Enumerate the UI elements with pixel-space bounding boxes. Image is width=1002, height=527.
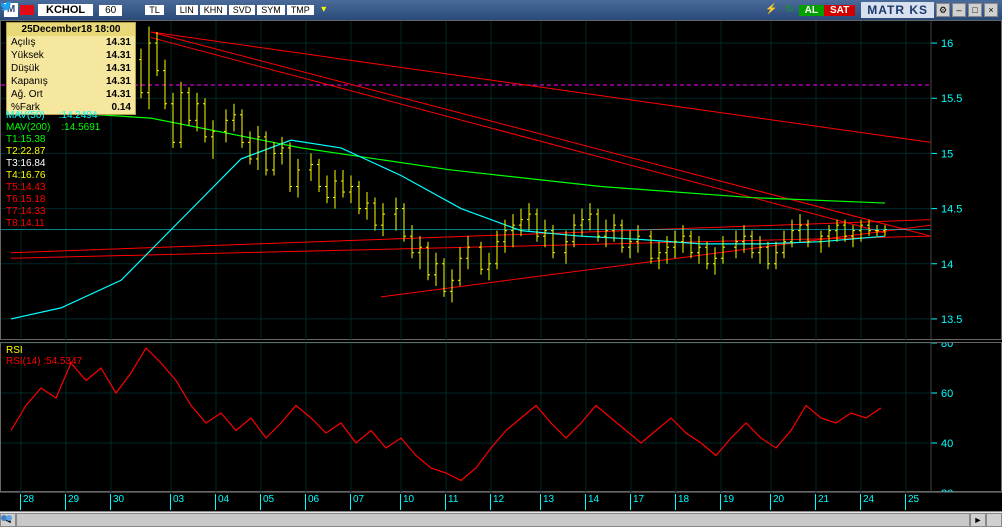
toolbar-svd-button[interactable]: SVD (229, 5, 256, 15)
svg-text:14: 14 (941, 259, 953, 271)
xaxis-tick: 21 (815, 494, 829, 510)
toolbar-lin-button[interactable]: LIN (176, 5, 198, 15)
buy-button[interactable]: AL (799, 5, 824, 16)
close-button[interactable]: × (984, 3, 998, 17)
app-window: M KCHOL 60 TL LIN KHN SVD SYM TMP ▾ ⚡ ↻ … (0, 0, 1002, 527)
ohlc-row: Yüksek14.31 (7, 49, 135, 62)
toolbar-sym-button[interactable]: SYM (257, 5, 285, 15)
rsi-label: RSI (6, 345, 82, 356)
price-chart-panel[interactable]: 13.5 14 14.5 15 15.5 16 (0, 20, 1002, 340)
scroll-thumb[interactable] (16, 513, 970, 527)
toolbar-tmp-button[interactable]: TMP (287, 5, 314, 15)
scroll-track[interactable] (16, 513, 970, 527)
timeframe-selector[interactable]: 60 (99, 5, 122, 16)
xaxis-tick: 19 (720, 494, 734, 510)
toolbar-tl-button[interactable]: TL (145, 5, 164, 15)
xaxis-tick: 03 (170, 494, 184, 510)
xaxis-tick: 17 (630, 494, 644, 510)
xaxis-tick: 24 (860, 494, 874, 510)
indicator-label: T2:22.87 (6, 146, 100, 158)
xaxis-tick: 10 (400, 494, 414, 510)
ohlc-row: Kapanış14.31 (7, 75, 135, 88)
svg-text:15: 15 (941, 148, 953, 160)
star-icon[interactable]: ▾ (317, 3, 331, 17)
xaxis-tick: 29 (65, 494, 79, 510)
titlebar: M KCHOL 60 TL LIN KHN SVD SYM TMP ▾ ⚡ ↻ … (0, 0, 1002, 20)
twitter-icon[interactable] (335, 3, 349, 17)
ohlc-info-box: 25December18 18:00 Açılış14.31Yüksek14.3… (6, 22, 136, 115)
ohlc-row: Ağ. Ort14.31 (7, 88, 135, 101)
sell-button[interactable]: SAT (824, 5, 855, 16)
xaxis-tick: 20 (770, 494, 784, 510)
svg-text:40: 40 (941, 438, 953, 450)
indicator-label: T4:16.76 (6, 170, 100, 182)
ohlc-row: Düşük14.31 (7, 62, 135, 75)
svg-text:13.5: 13.5 (941, 314, 962, 326)
indicator-label: MAV(200) :14.5691 (6, 122, 100, 134)
minimize-button[interactable]: – (952, 3, 966, 17)
horizontal-scrollbar[interactable]: ◄ ► (0, 511, 1002, 527)
xaxis-tick: 11 (445, 494, 458, 510)
svg-text:16: 16 (941, 38, 953, 50)
indicator-label: T5:14.43 (6, 182, 100, 194)
rsi-chart-panel[interactable]: 20406080 (0, 342, 1002, 492)
indicator-label: MAV(50) :14.2494 (6, 110, 100, 122)
scroll-right-button[interactable]: ► (970, 513, 986, 527)
x-axis: 28 29 30 03 04 05 06 07 10 11 12 13 14 17 18 19 20 21 24 25 (0, 492, 1002, 510)
xaxis-tick: 28 (20, 494, 34, 510)
brand-label: MATR KS (861, 2, 934, 18)
svg-text:15.5: 15.5 (941, 93, 962, 105)
xaxis-tick: 07 (350, 494, 364, 510)
flag-icon (20, 5, 34, 15)
ticker-symbol[interactable]: KCHOL (38, 4, 93, 16)
rsi-label: RSI(14) :54.5347 (6, 356, 82, 367)
svg-text:14.5: 14.5 (941, 204, 962, 216)
indicator-label: T1:15.38 (6, 134, 100, 146)
svg-text:80: 80 (941, 343, 953, 350)
xaxis-tick: 12 (490, 494, 504, 510)
xaxis-tick: 05 (260, 494, 274, 510)
xaxis-tick: 06 (305, 494, 319, 510)
indicator-list: MAV(50) :14.2494MAV(200) :14.5691T1:15.3… (6, 110, 100, 230)
svg-text:60: 60 (941, 388, 953, 400)
toolbar-khn-button[interactable]: KHN (200, 5, 227, 15)
xaxis-tick: 13 (540, 494, 554, 510)
xaxis-tick: 14 (585, 494, 599, 510)
xaxis-tick: 18 (675, 494, 689, 510)
xaxis-tick: 30 (110, 494, 124, 510)
maximize-button[interactable]: □ (968, 3, 982, 17)
chart-area: 13.5 14 14.5 15 15.5 16 20 40 60 80 28 29 30 03 04 05… (0, 20, 1002, 509)
indicator-label: T8:14.11 (6, 218, 100, 230)
indicator-label: T3:16.84 (6, 158, 100, 170)
xaxis-tick: 25 (905, 494, 919, 510)
ohlc-datetime: 25December18 18:00 (7, 23, 135, 36)
xaxis-tick: 04 (215, 494, 229, 510)
scroll-corner-icon[interactable] (986, 513, 1002, 527)
indicator-label: T6:15.18 (6, 194, 100, 206)
indicator-label: T7:14.33 (6, 206, 100, 218)
ohlc-row: Açılış14.31 (7, 36, 135, 49)
settings-icon[interactable]: ⚙ (936, 3, 950, 17)
rsi-labels: RSIRSI(14) :54.5347 (6, 345, 82, 367)
lightning-icon[interactable]: ⚡ (765, 3, 779, 17)
refresh-icon[interactable]: ↻ (783, 3, 797, 17)
